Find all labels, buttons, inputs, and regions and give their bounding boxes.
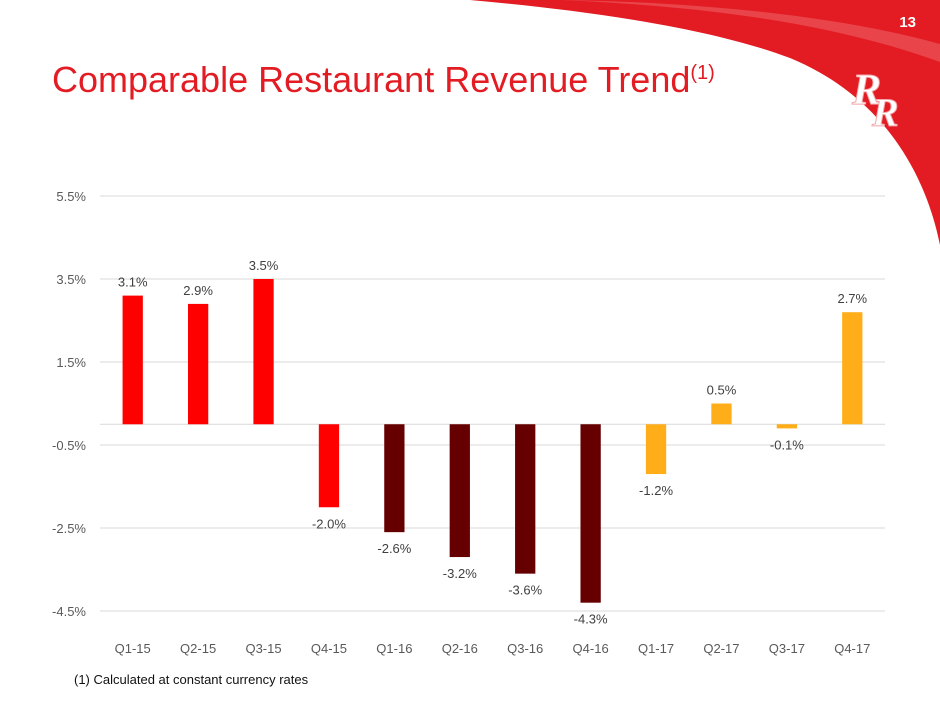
bar bbox=[449, 424, 470, 558]
x-axis-labels: Q1-15 Q2-15 Q3-15 Q4-15 Q1-16 Q2-16 Q3-16 Q4-16… bbox=[115, 641, 871, 656]
bar bbox=[384, 424, 405, 533]
bar bbox=[515, 424, 536, 574]
footnote: (1) Calculated at constant currency rate… bbox=[74, 672, 309, 687]
chart-bars bbox=[122, 279, 863, 603]
bar bbox=[645, 424, 667, 475]
logo-letter-r1: R bbox=[851, 65, 881, 114]
x-tick-label: Q1-16 bbox=[376, 641, 412, 656]
data-label: 2.9% bbox=[183, 283, 213, 298]
title-text: Comparable Restaurant Revenue Trend bbox=[52, 59, 691, 100]
data-label: -2.6% bbox=[377, 541, 411, 556]
data-label: -1.2% bbox=[639, 483, 673, 498]
data-label: 2.7% bbox=[837, 291, 867, 306]
logo-icon: R R bbox=[851, 65, 900, 136]
x-tick-label: Q4-16 bbox=[573, 641, 609, 656]
page-title: Comparable Restaurant Revenue Trend(1) bbox=[52, 60, 715, 100]
x-tick-label: Q2-15 bbox=[180, 641, 216, 656]
data-label: -3.2% bbox=[443, 566, 477, 581]
x-tick-label: Q1-17 bbox=[638, 641, 674, 656]
y-tick-label: 5.5% bbox=[56, 189, 86, 204]
bar bbox=[253, 279, 274, 425]
x-tick-label: Q4-17 bbox=[834, 641, 870, 656]
y-tick-label: 1.5% bbox=[56, 355, 86, 370]
data-label: 0.5% bbox=[707, 383, 737, 398]
data-labels: 3.1% 2.9% 3.5% -2.0% -2.6% -3.2% -3.6% -4.3% -1.… bbox=[118, 258, 868, 627]
bar bbox=[122, 295, 143, 425]
header-banner: R R bbox=[470, 0, 940, 245]
bar bbox=[318, 424, 340, 508]
x-tick-label: Q1-15 bbox=[115, 641, 151, 656]
x-tick-label: Q4-15 bbox=[311, 641, 347, 656]
data-label: 3.5% bbox=[249, 258, 279, 273]
chart-grid bbox=[100, 195, 885, 612]
y-axis-labels: 5.5% 3.5% 1.5% -0.5% -2.5% -4.5% bbox=[52, 189, 86, 619]
banner-swoosh bbox=[470, 0, 940, 245]
logo-letter-r2: R bbox=[871, 90, 899, 135]
bar bbox=[711, 403, 732, 425]
title-footnote-marker: (1) bbox=[690, 62, 715, 84]
x-tick-label: Q3-15 bbox=[245, 641, 281, 656]
x-tick-label: Q2-17 bbox=[703, 641, 739, 656]
data-label: -4.3% bbox=[574, 612, 608, 627]
data-label: -3.6% bbox=[508, 583, 542, 598]
x-tick-label: Q3-17 bbox=[769, 641, 805, 656]
y-tick-label: 3.5% bbox=[56, 272, 86, 287]
data-label: 3.1% bbox=[118, 275, 148, 290]
banner-highlight bbox=[560, 0, 940, 62]
x-tick-label: Q2-16 bbox=[442, 641, 478, 656]
x-tick-label: Q3-16 bbox=[507, 641, 543, 656]
y-tick-label: -0.5% bbox=[52, 438, 86, 453]
page-number: 13 bbox=[899, 14, 916, 31]
bar bbox=[187, 303, 209, 425]
bar bbox=[776, 424, 798, 429]
data-label: -2.0% bbox=[312, 516, 346, 531]
data-label: -0.1% bbox=[770, 437, 804, 452]
y-tick-label: -4.5% bbox=[52, 604, 86, 619]
y-tick-label: -2.5% bbox=[52, 521, 86, 536]
bar bbox=[580, 424, 601, 603]
bar bbox=[842, 312, 863, 425]
